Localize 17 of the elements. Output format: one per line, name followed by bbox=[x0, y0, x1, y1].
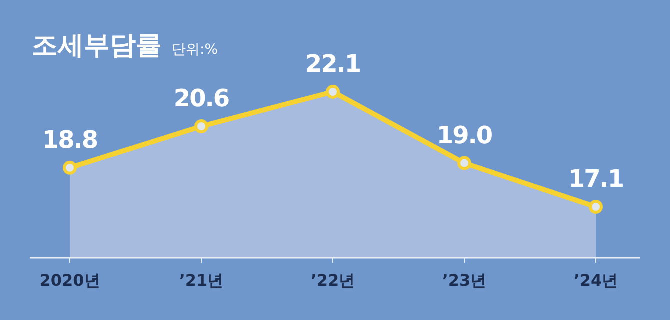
x-tick-label: ’22년 bbox=[310, 271, 356, 290]
point bbox=[326, 85, 340, 99]
chart-title: 조세부담률 bbox=[32, 31, 162, 61]
x-tick-label: 2020년 bbox=[40, 271, 100, 290]
x-tick-label: ’23년 bbox=[442, 271, 487, 290]
data-label: 18.8 bbox=[42, 126, 98, 154]
point bbox=[63, 160, 77, 175]
point bbox=[194, 120, 208, 134]
chart-subtitle: 단위:% bbox=[172, 42, 218, 58]
x-tick-label: ’24년 bbox=[574, 271, 618, 290]
data-label: 19.0 bbox=[436, 121, 492, 150]
data-label: 20.6 bbox=[174, 84, 230, 112]
data-label: 17.1 bbox=[568, 165, 624, 193]
data-label: 22.1 bbox=[305, 50, 361, 78]
point bbox=[589, 200, 603, 214]
x-tick-label: ’21년 bbox=[179, 271, 224, 290]
point bbox=[458, 156, 472, 170]
